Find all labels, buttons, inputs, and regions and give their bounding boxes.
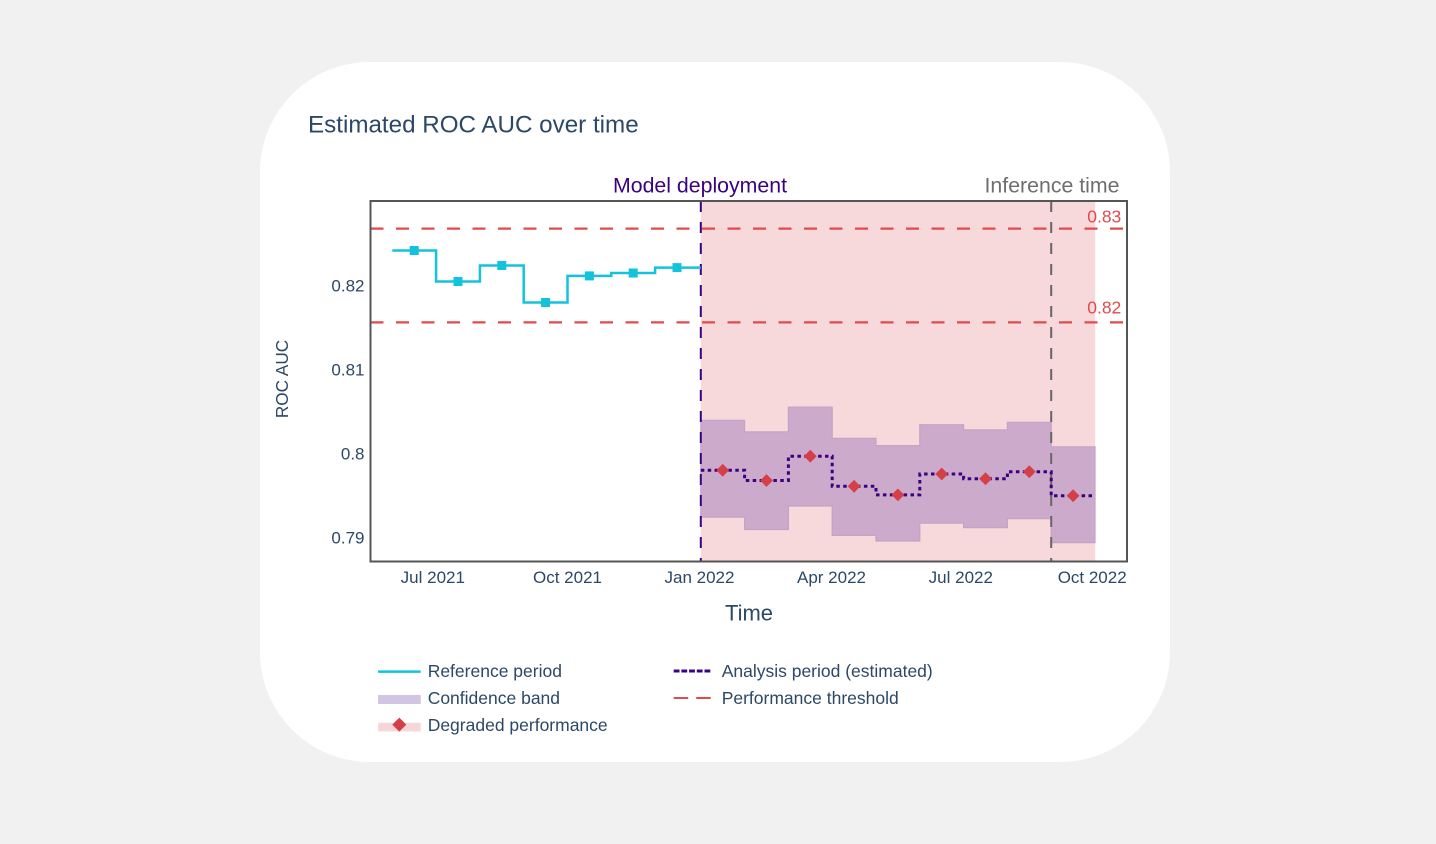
svg-text:0.79: 0.79 xyxy=(331,528,364,547)
svg-text:0.82: 0.82 xyxy=(331,277,364,296)
svg-text:Apr 2022: Apr 2022 xyxy=(797,568,866,587)
svg-text:Reference period: Reference period xyxy=(428,661,562,681)
svg-text:0.83: 0.83 xyxy=(1087,207,1121,227)
svg-text:Oct 2022: Oct 2022 xyxy=(1058,568,1127,587)
svg-text:Analysis period (estimated): Analysis period (estimated) xyxy=(722,661,933,681)
svg-text:Estimated ROC AUC over time: Estimated ROC AUC over time xyxy=(308,112,639,139)
svg-text:Degraded performance: Degraded performance xyxy=(428,715,608,735)
svg-text:Jul 2021: Jul 2021 xyxy=(401,568,465,587)
svg-text:Confidence band: Confidence band xyxy=(428,688,560,708)
svg-text:Time: Time xyxy=(725,601,773,626)
svg-text:Jan 2022: Jan 2022 xyxy=(665,568,735,587)
svg-text:0.82: 0.82 xyxy=(1087,298,1121,318)
svg-text:Oct 2021: Oct 2021 xyxy=(533,568,602,587)
svg-text:Jul 2022: Jul 2022 xyxy=(929,568,993,587)
svg-text:0.8: 0.8 xyxy=(341,444,365,463)
svg-text:Performance threshold: Performance threshold xyxy=(722,688,899,708)
svg-text:Inference time: Inference time xyxy=(985,173,1120,197)
svg-text:0.81: 0.81 xyxy=(331,360,364,379)
svg-text:Model deployment: Model deployment xyxy=(613,173,787,197)
svg-text:ROC AUC: ROC AUC xyxy=(272,340,292,418)
